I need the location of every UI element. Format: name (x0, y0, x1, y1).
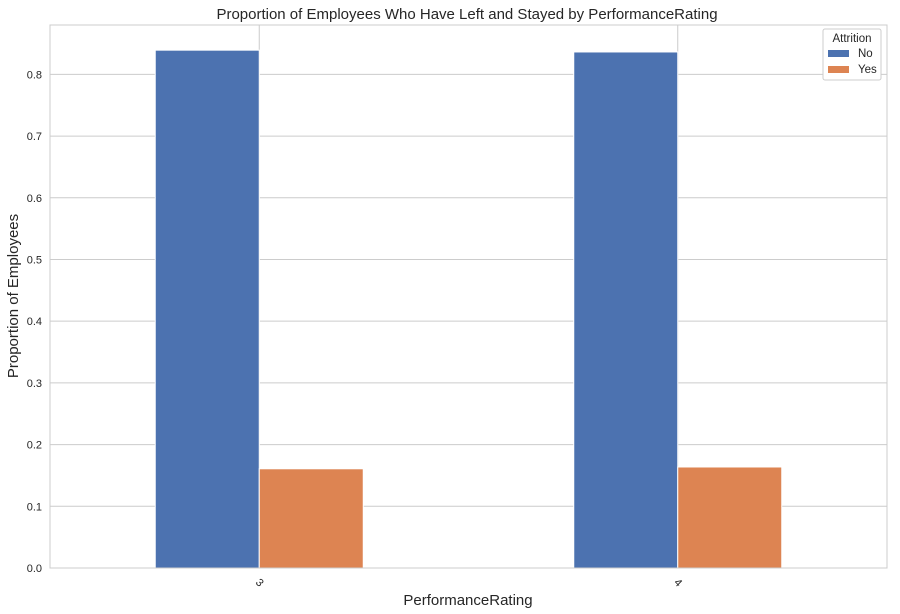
legend-swatch-yes (828, 66, 849, 73)
legend-title: Attrition (833, 33, 872, 45)
y-tick-label: 0.0 (27, 563, 42, 575)
legend-label-no: No (858, 48, 873, 60)
y-tick-label: 0.5 (27, 254, 42, 266)
legend-swatch-no (828, 50, 849, 57)
bar-no-3 (154, 49, 260, 569)
y-tick-label: 0.8 (27, 69, 42, 81)
y-tick-labels: 0.0 0.1 0.2 0.3 0.4 0.5 0.6 0.7 0.8 (27, 69, 42, 575)
legend-label-yes: Yes (858, 64, 877, 76)
bar-no-4 (573, 51, 679, 569)
x-axis-label: PerformanceRating (403, 592, 532, 609)
y-tick-label: 0.3 (27, 378, 42, 390)
y-tick-label: 0.7 (27, 131, 42, 143)
chart-title: Proportion of Employees Who Have Left an… (216, 6, 717, 23)
y-tick-label: 0.4 (27, 316, 42, 328)
y-tick-label: 0.1 (27, 501, 42, 513)
y-tick-label: 0.2 (27, 440, 42, 452)
x-tick-label: 3 (253, 577, 266, 590)
y-tick-label: 0.6 (27, 193, 42, 205)
y-axis-label: Proportion of Employees (5, 214, 22, 378)
x-tick-label: 4 (671, 577, 684, 590)
plot-frame (49, 24, 888, 569)
bar-yes-3 (258, 468, 364, 569)
bar-yes-4 (677, 466, 783, 569)
bars (154, 49, 783, 569)
legend: Attrition No Yes (822, 28, 882, 81)
